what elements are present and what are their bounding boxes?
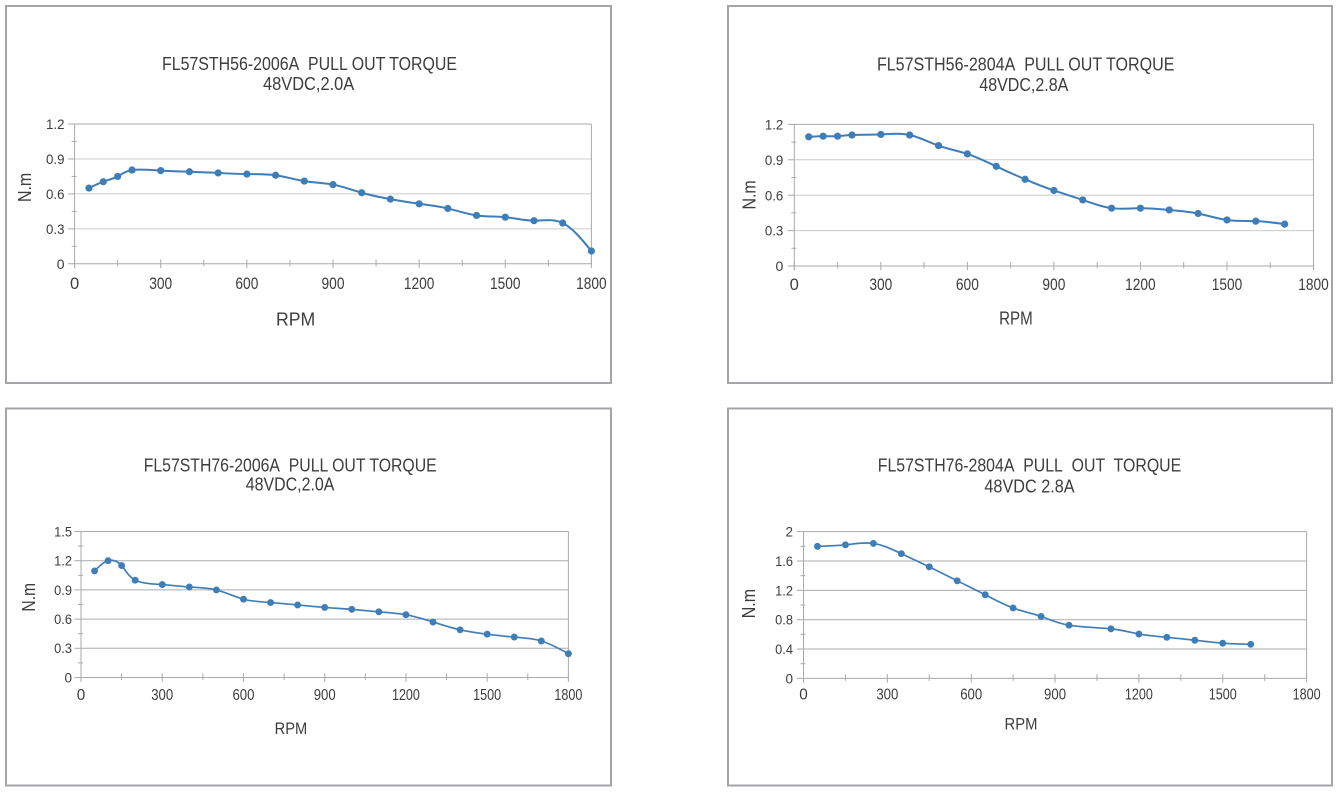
svg-text:RPM: RPM (275, 719, 308, 738)
svg-text:300: 300 (876, 687, 898, 704)
svg-text:0: 0 (790, 275, 799, 294)
svg-text:FL57STH56-2804A PULL OUT TORQ: FL57STH56-2804A PULL OUT TORQUE (877, 54, 1175, 74)
svg-text:N.m: N.m (15, 173, 35, 202)
svg-text:RPM: RPM (999, 308, 1033, 328)
svg-text:48VDC,2.0A: 48VDC,2.0A (263, 74, 354, 94)
svg-text:1.2: 1.2 (775, 583, 793, 598)
svg-text:1500: 1500 (490, 274, 521, 293)
svg-text:600: 600 (956, 275, 979, 294)
svg-text:1.5: 1.5 (54, 524, 72, 539)
svg-text:2: 2 (785, 525, 793, 540)
svg-text:900: 900 (314, 687, 336, 704)
svg-text:0.4: 0.4 (775, 642, 793, 657)
svg-text:0.9: 0.9 (765, 152, 784, 168)
svg-text:1200: 1200 (404, 274, 435, 293)
svg-text:0.8: 0.8 (775, 613, 793, 628)
svg-text:300: 300 (151, 687, 173, 704)
svg-text:1.2: 1.2 (46, 116, 65, 132)
svg-text:1.2: 1.2 (54, 554, 72, 569)
svg-text:600: 600 (232, 687, 254, 704)
svg-text:600: 600 (960, 687, 982, 704)
svg-text:0: 0 (77, 687, 86, 704)
svg-text:N.m: N.m (739, 180, 759, 209)
svg-text:1800: 1800 (576, 274, 607, 293)
svg-text:300: 300 (149, 274, 172, 293)
svg-text:0.9: 0.9 (54, 583, 72, 598)
svg-text:N.m: N.m (739, 589, 759, 618)
svg-text:900: 900 (322, 274, 345, 293)
svg-text:1500: 1500 (473, 687, 501, 704)
svg-text:900: 900 (1042, 275, 1065, 294)
svg-text:0.3: 0.3 (46, 221, 65, 237)
svg-text:900: 900 (1044, 687, 1066, 704)
svg-text:0: 0 (64, 670, 72, 685)
svg-text:1200: 1200 (1125, 275, 1156, 294)
svg-text:N.m: N.m (19, 583, 39, 612)
svg-text:300: 300 (869, 275, 892, 294)
svg-text:1.6: 1.6 (775, 554, 793, 569)
svg-text:FL57STH76-2006A PULL OUT TORQ: FL57STH76-2006A PULL OUT TORQUE (144, 456, 437, 476)
svg-text:0.6: 0.6 (46, 186, 65, 202)
svg-text:0: 0 (776, 258, 784, 274)
svg-text:0.6: 0.6 (765, 187, 784, 203)
svg-text:1800: 1800 (1298, 275, 1329, 294)
svg-text:1200: 1200 (1125, 687, 1153, 704)
svg-text:600: 600 (235, 274, 258, 293)
svg-text:1800: 1800 (554, 687, 582, 704)
svg-text:RPM: RPM (1005, 715, 1038, 734)
svg-text:1500: 1500 (1212, 275, 1243, 294)
svg-text:0: 0 (785, 671, 793, 686)
svg-text:FL57STH76-2804A PULL OUT TO: FL57STH76-2804A PULL OUT TORQUE (878, 456, 1181, 476)
svg-text:RPM: RPM (276, 309, 315, 329)
svg-text:0.3: 0.3 (54, 641, 72, 656)
svg-text:0.3: 0.3 (765, 223, 784, 239)
svg-text:48VDC 2.8A: 48VDC 2.8A (984, 477, 1074, 497)
svg-text:0: 0 (799, 687, 808, 704)
svg-text:0: 0 (57, 256, 65, 272)
svg-text:0: 0 (70, 274, 79, 293)
svg-text:0.9: 0.9 (46, 151, 65, 167)
svg-text:48VDC,2.0A: 48VDC,2.0A (246, 475, 335, 495)
svg-text:1800: 1800 (1293, 687, 1321, 704)
svg-text:1.2: 1.2 (765, 117, 784, 133)
svg-text:0.6: 0.6 (54, 612, 72, 627)
svg-text:FL57STH56-2006A PULL OUT TORQ: FL57STH56-2006A PULL OUT TORQUE (162, 54, 457, 74)
svg-text:1500: 1500 (1209, 687, 1237, 704)
svg-text:1200: 1200 (392, 687, 420, 704)
svg-text:48VDC,2.8A: 48VDC,2.8A (979, 75, 1068, 95)
